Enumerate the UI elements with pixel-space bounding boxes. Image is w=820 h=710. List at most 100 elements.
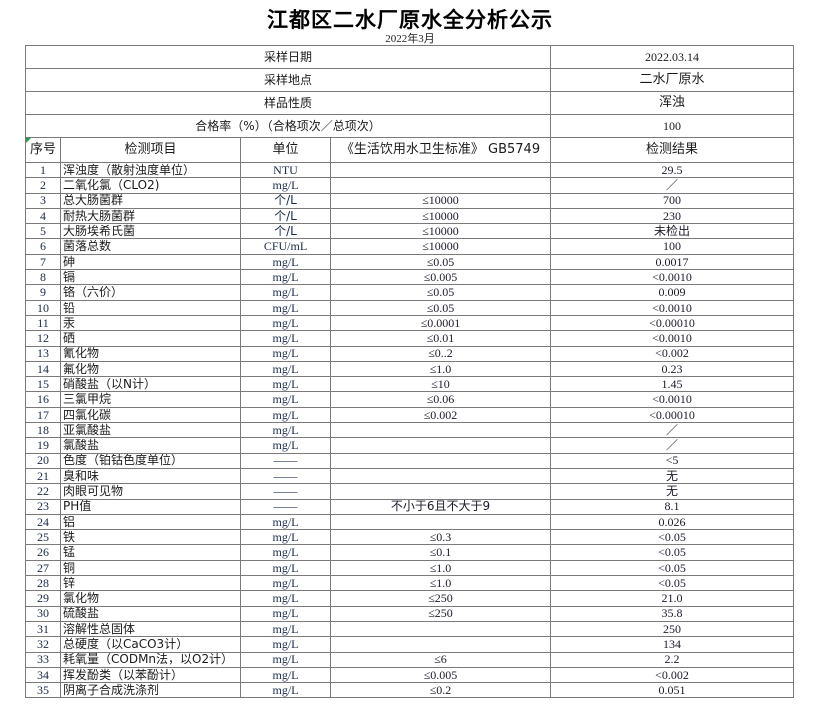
- page-title: 江都区二水厂原水全分析公示: [267, 8, 553, 32]
- cell-unit: ——: [240, 483, 331, 500]
- cell-item: 耐热大肠菌群: [60, 207, 241, 225]
- column-header-unit: 单位: [240, 137, 331, 163]
- cell-item: 硝酸盐（以N计）: [60, 376, 241, 393]
- cell-item: 氰化物: [60, 345, 241, 362]
- page-subtitle: 2022年3月: [385, 33, 435, 45]
- cell-result: 0.026: [550, 513, 795, 531]
- cell-no: 13: [25, 345, 61, 362]
- cell-result: ／: [550, 422, 795, 439]
- cell-unit: mg/L: [240, 345, 331, 362]
- table-row: 31 溶解性总固体 mg/L 250: [25, 620, 795, 638]
- cell-item: 铬（六价）: [60, 284, 241, 301]
- cell-item: 铁: [60, 529, 241, 546]
- cell-standard: ≤0.05: [329, 253, 552, 271]
- cell-unit: mg/L: [240, 620, 331, 638]
- cell-unit: 个/L: [240, 207, 331, 225]
- meta-value: 二水厂原水: [550, 68, 795, 92]
- cell-item: 三氯甲烷: [60, 391, 241, 408]
- cell-standard: [329, 636, 552, 653]
- cell-result: 8.1: [550, 498, 795, 515]
- cell-no: 23: [25, 498, 61, 515]
- cell-item: 亚氯酸盐: [60, 422, 241, 439]
- table-row: 2 二氧化氯（CLO2) mg/L ／: [25, 177, 795, 194]
- cell-unit: mg/L: [240, 544, 331, 561]
- meta-row: 样品性质 浑浊: [24, 91, 795, 115]
- cell-item: 耗氧量（CODMn法，以O2计）: [60, 651, 241, 668]
- table-row: 11 汞 mg/L ≤0.0001 <0.00010: [25, 314, 795, 332]
- cell-no: 2: [25, 177, 61, 194]
- meta-row: 采样地点 二水厂原水: [24, 68, 795, 92]
- cell-result: 0.23: [550, 360, 795, 378]
- table-row: 28 锌 mg/L ≤1.0 <0.05: [25, 575, 795, 592]
- cell-item: 汞: [60, 314, 241, 332]
- table-row: 20 色度（铂钴色度单位） —— <5: [25, 452, 795, 469]
- cell-standard: ≤0.0001: [329, 314, 552, 332]
- cell-item: 氯酸盐: [60, 437, 241, 454]
- cell-unit: mg/L: [240, 177, 331, 194]
- cell-result: <0.00010: [550, 314, 795, 332]
- column-header-standard: 《生活饮用水卫生标准》 GB5749: [329, 137, 552, 163]
- column-header-row: 序号 检测项目 单位 《生活饮用水卫生标准》 GB5749 检测结果: [25, 137, 795, 163]
- cell-item: PH值: [60, 498, 241, 515]
- cell-no: 4: [25, 207, 61, 225]
- cell-item: 镉: [60, 269, 241, 286]
- cell-standard: ≤250: [329, 590, 552, 607]
- cell-unit: mg/L: [240, 360, 331, 378]
- cell-item: 氟化物: [60, 360, 241, 378]
- cell-result: <0.0010: [550, 330, 795, 347]
- cell-result: <0.05: [550, 559, 795, 577]
- cell-comment-flag-icon: [26, 138, 31, 143]
- table-row: 22 肉眼可见物 —— 无: [25, 483, 795, 500]
- cell-standard: [329, 422, 552, 439]
- cell-item: 铜: [60, 559, 241, 577]
- meta-label: 样品性质: [24, 91, 552, 115]
- cell-result: 0.051: [550, 682, 795, 699]
- cell-result: 21.0: [550, 590, 795, 607]
- cell-item: 大肠埃希氏菌: [60, 223, 241, 240]
- meta-row: 采样日期 2022.03.14: [24, 45, 795, 69]
- cell-standard: 不小于6且不大于9: [329, 498, 552, 515]
- meta-value: 2022.03.14: [550, 45, 795, 69]
- meta-label: 合格率（%）（合格项次／总项次）: [24, 114, 552, 138]
- table-row: 4 耐热大肠菌群 个/L ≤10000 230: [25, 207, 795, 225]
- cell-result: <5: [550, 452, 795, 469]
- cell-no: 6: [25, 238, 61, 255]
- cell-no: 27: [25, 559, 61, 577]
- cell-standard: ≤10000: [329, 207, 552, 225]
- column-header-item: 检测项目: [60, 137, 241, 163]
- cell-standard: ≤0.005: [329, 269, 552, 286]
- cell-item: 硒: [60, 330, 241, 347]
- cell-unit: CFU/mL: [240, 238, 331, 255]
- table-row: 25 铁 mg/L ≤0.3 <0.05: [25, 529, 795, 546]
- cell-unit: ——: [240, 498, 331, 515]
- cell-item: 色度（铂钴色度单位）: [60, 452, 241, 469]
- cell-result: 29.5: [550, 161, 795, 179]
- cell-unit: mg/L: [240, 575, 331, 592]
- cell-unit: 个/L: [240, 223, 331, 240]
- cell-item: 阴离子合成洗涤剂: [60, 682, 241, 699]
- cell-result: 未检出: [550, 223, 795, 240]
- table-row: 12 硒 mg/L ≤0.01 <0.0010: [25, 330, 795, 347]
- table-row: 10 铅 mg/L ≤0.05 <0.0010: [25, 299, 795, 316]
- cell-unit: mg/L: [240, 330, 331, 347]
- cell-no: 15: [25, 376, 61, 393]
- cell-no: 18: [25, 422, 61, 439]
- cell-unit: 个/L: [240, 192, 331, 209]
- meta-value: 100: [550, 114, 795, 138]
- cell-standard: ≤1.0: [329, 360, 552, 378]
- cell-item: 浑浊度（散射浊度单位）: [60, 161, 241, 179]
- meta-value: 浑浊: [550, 91, 795, 115]
- table-row: 30 硫酸盐 mg/L ≤250 35.8: [25, 605, 795, 622]
- cell-item: 菌落总数: [60, 238, 241, 255]
- cell-result: 134: [550, 636, 795, 653]
- cell-unit: mg/L: [240, 269, 331, 286]
- table-row: 19 氯酸盐 mg/L ／: [25, 437, 795, 454]
- table-row: 23 PH值 —— 不小于6且不大于9 8.1: [25, 498, 795, 515]
- cell-result: 2.2: [550, 651, 795, 668]
- cell-no: 9: [25, 284, 61, 301]
- cell-item: 挥发酚类（以苯酚计）: [60, 666, 241, 684]
- column-header-result: 检测结果: [550, 137, 795, 163]
- cell-no: 20: [25, 452, 61, 469]
- cell-standard: ≤0.01: [329, 330, 552, 347]
